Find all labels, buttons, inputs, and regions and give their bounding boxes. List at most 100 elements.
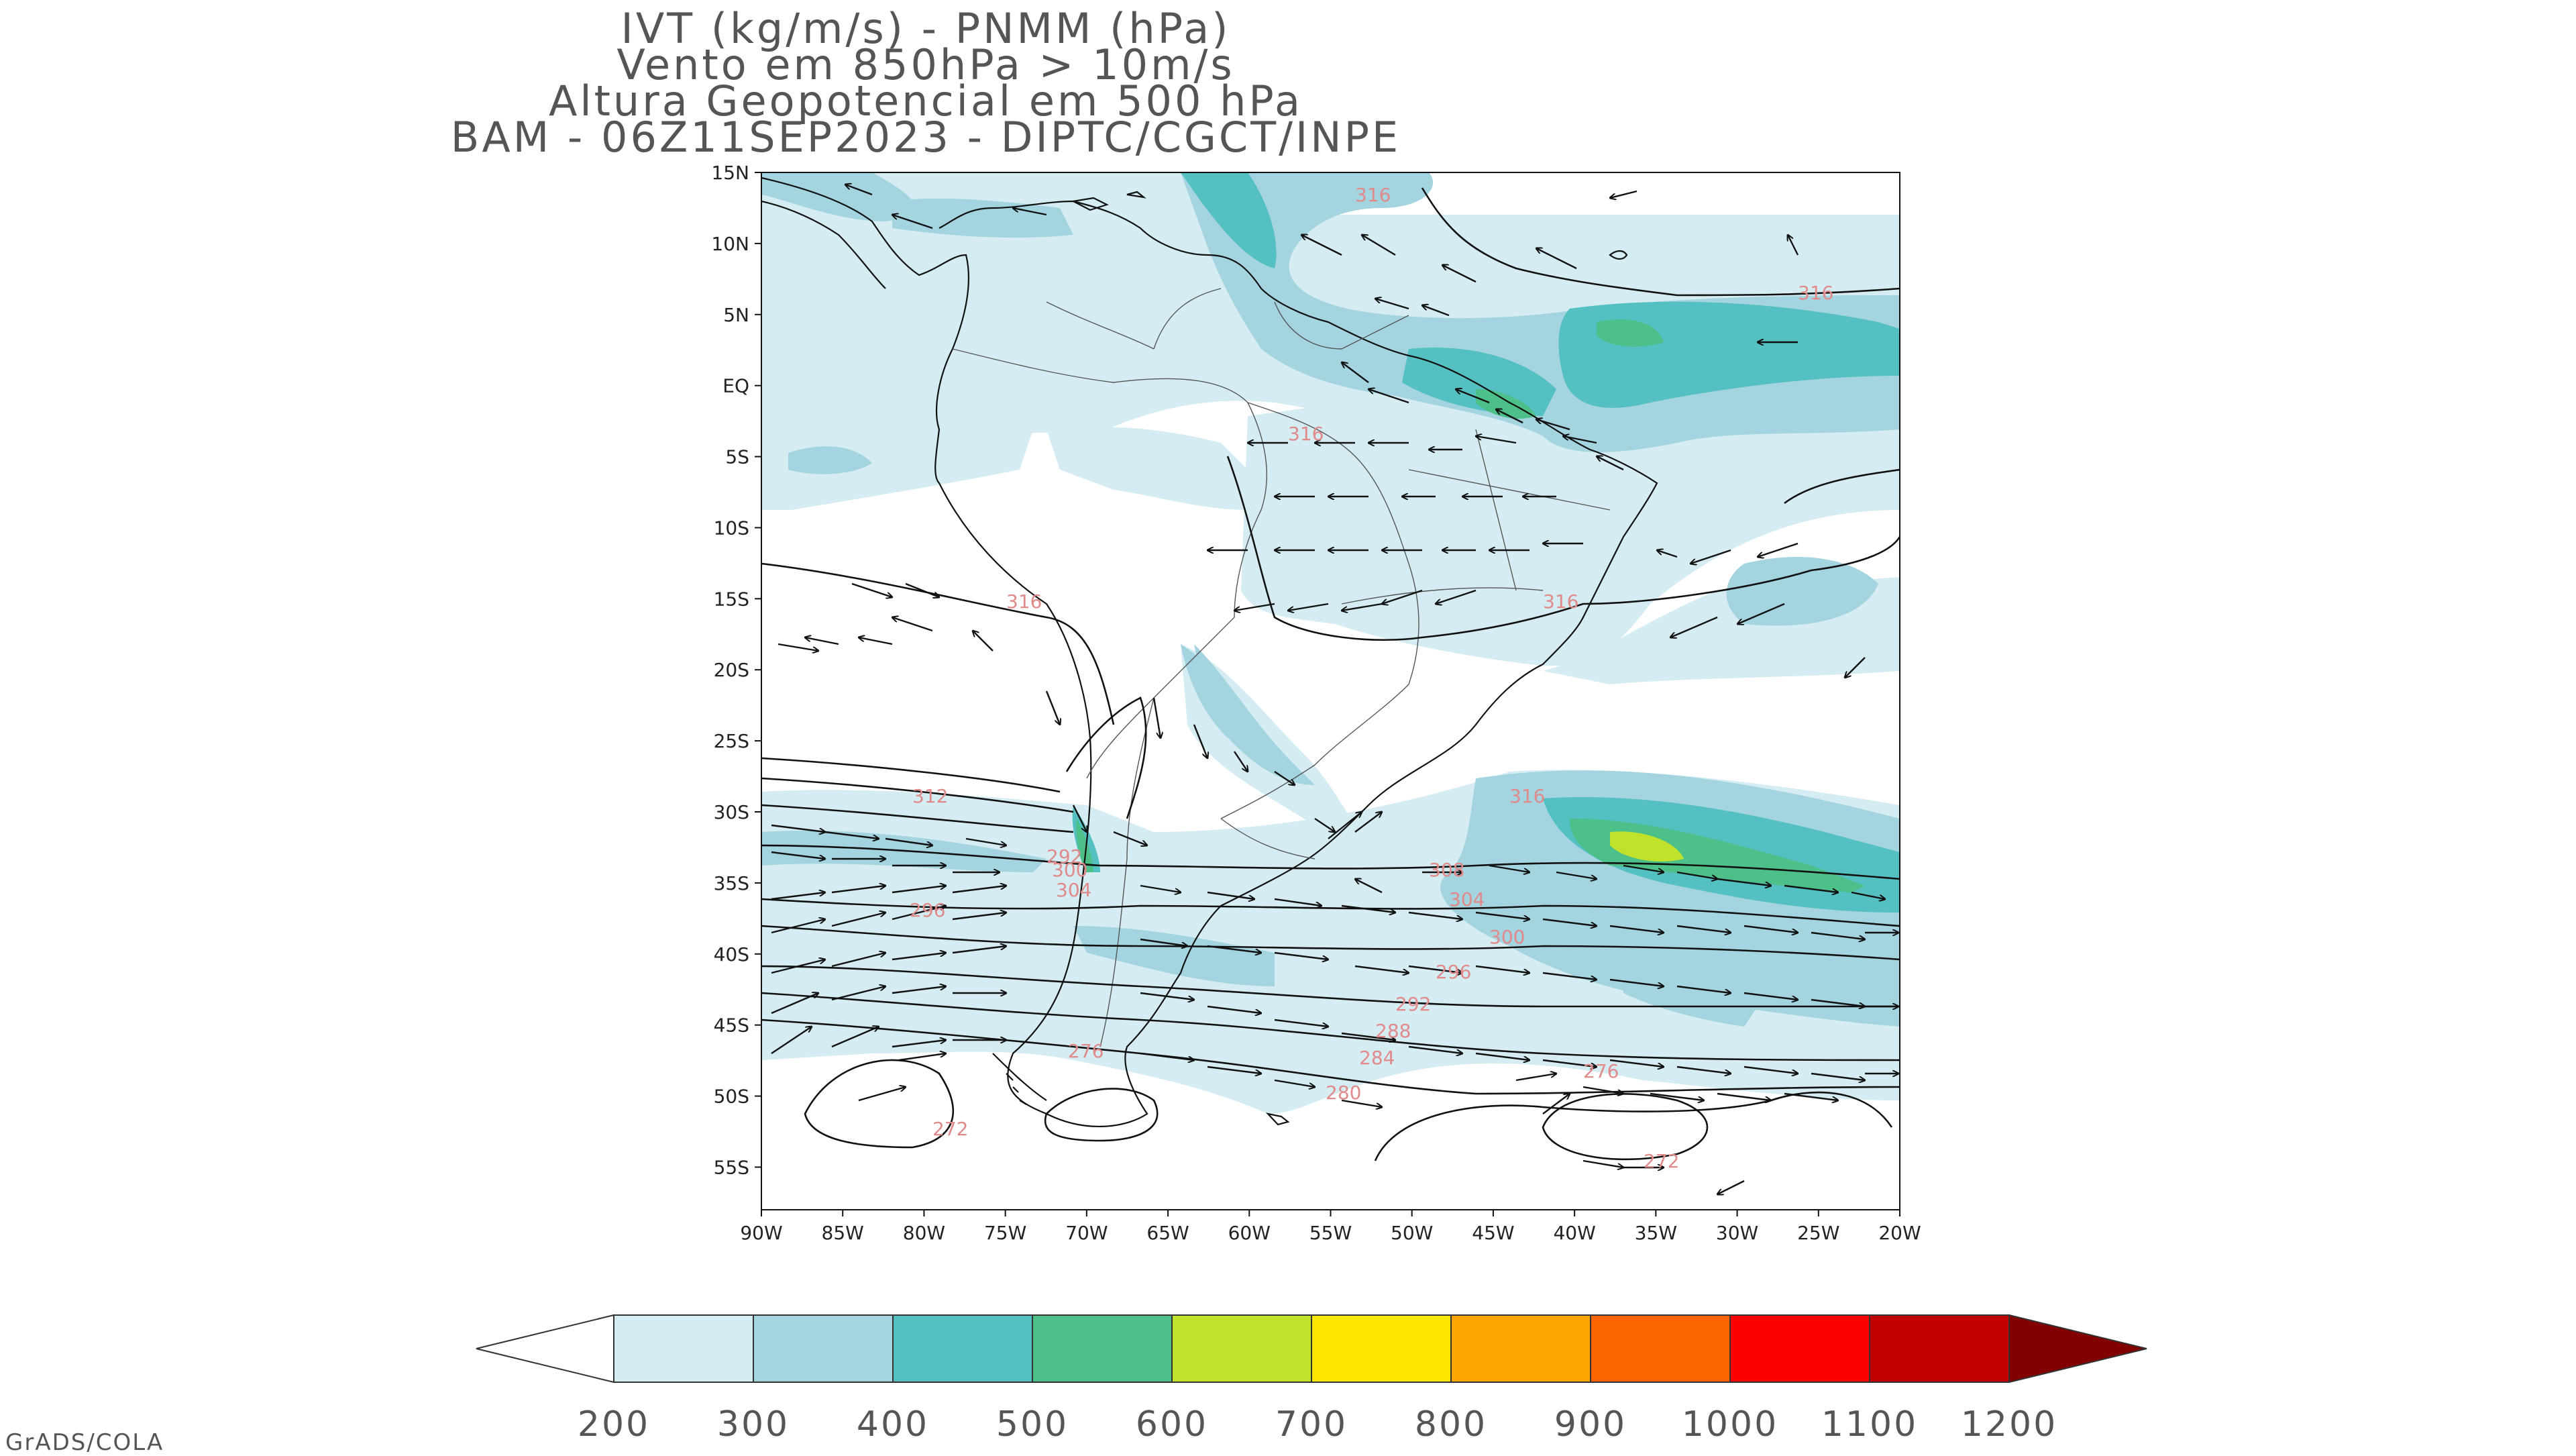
wind-vector-arrow <box>1354 812 1382 833</box>
wind-vector-arrow <box>1676 985 1731 993</box>
wind-vector-arrow <box>1408 1045 1462 1053</box>
colorbar-swatch <box>1171 1314 1312 1383</box>
wind-vector-arrow <box>1314 818 1335 832</box>
contour-label: 300 <box>1489 926 1525 948</box>
wind-vector-arrow <box>1362 235 1396 256</box>
wind-vectors <box>771 185 1898 1194</box>
border-bolivia-paraguay <box>1220 402 1419 819</box>
wind-vector-arrow <box>1140 884 1181 892</box>
wind-vector-arrow <box>1408 911 1462 919</box>
contour-276-east <box>1374 1091 1893 1161</box>
lon-tick-label: 70W <box>1065 1222 1108 1244</box>
central-america <box>761 200 886 289</box>
colorbar-swatch <box>1450 1314 1591 1383</box>
wind-vector-arrow <box>1341 904 1395 913</box>
wind-vector-arrow <box>1743 925 1798 933</box>
wind-vector-arrow <box>1811 1072 1865 1080</box>
wind-vector-arrow <box>1676 1065 1731 1074</box>
wind-vector-arrow <box>1563 436 1597 444</box>
wind-vector-arrow <box>771 993 818 1015</box>
lat-tick-label: 25S <box>714 730 749 752</box>
contour-labels-layer: 316 316 316 316 316 312 316 308 304 300 … <box>910 184 1833 1172</box>
lat-tick-label: 10S <box>714 517 749 539</box>
wind-vector-arrow <box>1536 419 1570 431</box>
wind-vector-arrow <box>905 582 939 597</box>
lon-tick-label: 60W <box>1228 1222 1271 1244</box>
contour-label: 316 <box>1006 590 1042 613</box>
wind-vector-arrow <box>831 1027 879 1048</box>
lon-tick-label: 50W <box>1391 1222 1433 1244</box>
contour-label: 280 <box>1326 1082 1361 1104</box>
wind-vector-arrow <box>831 953 885 968</box>
lon-tick-label: 85W <box>822 1222 864 1244</box>
contour-label: 304 <box>1056 879 1091 901</box>
colorbar-swatch <box>1729 1314 1870 1383</box>
wind-vector-arrow <box>1013 208 1047 216</box>
wind-vector-arrow <box>1676 871 1717 879</box>
wind-vector-arrow <box>771 892 825 900</box>
contour-280 <box>761 1019 1900 1095</box>
contour-288 <box>761 965 1900 1008</box>
colorbar-label: 200 <box>578 1404 650 1445</box>
lon-tick-label: 45W <box>1472 1222 1514 1244</box>
colorbar-label: 1100 <box>1821 1404 1918 1445</box>
wind-vector-arrow <box>1456 389 1490 404</box>
lon-tick-label: 75W <box>984 1222 1026 1244</box>
wind-vector-arrow <box>1758 542 1799 557</box>
lon-tick-label: 20W <box>1878 1222 1921 1244</box>
wind-vector-arrow <box>952 913 1006 921</box>
contour-300-main <box>761 844 1900 880</box>
lon-tick-label: 55W <box>1309 1222 1352 1244</box>
wind-vector-arrow <box>831 886 885 894</box>
wind-vector-arrow <box>1811 931 1865 939</box>
lat-tick-label: 5N <box>723 304 749 326</box>
wind-vector-arrow <box>1737 603 1785 624</box>
wind-vector-arrow <box>1342 362 1369 383</box>
wind-vector-arrow <box>1650 1092 1704 1100</box>
border-colombia-venezuela <box>1046 288 1222 350</box>
wind-vector-arrow <box>1408 965 1462 973</box>
ivt-300-nw <box>761 172 916 221</box>
wind-vector-arrow <box>1851 891 1885 899</box>
ivt-300-east-south <box>1623 973 1758 1027</box>
contour-308-west <box>761 777 1074 813</box>
contour-label: 284 <box>1359 1047 1395 1069</box>
wind-vector-arrow <box>1609 978 1664 986</box>
wind-vector-arrow <box>771 959 825 974</box>
wind-vector-arrow <box>1496 409 1523 424</box>
wind-vector-arrow <box>859 637 893 645</box>
wind-vector-arrow <box>824 831 879 839</box>
contour-316-central <box>1226 456 1900 641</box>
ivt-300-caribbean <box>892 198 1073 238</box>
country-borders <box>952 288 1611 1047</box>
colorbar-label: 600 <box>1136 1404 1208 1445</box>
title-line-3: Altura Geopotencial em 500 hPa <box>548 76 1303 125</box>
wind-vector-arrow <box>1489 864 1529 872</box>
wind-vector-arrow <box>845 185 873 196</box>
wind-vector-arrow <box>892 1040 946 1048</box>
falklands <box>1265 1112 1290 1126</box>
wind-vector-arrow <box>1288 603 1329 611</box>
lat-tick-label: 35S <box>714 872 749 894</box>
wind-vector-arrow <box>1476 436 1517 444</box>
colorbar-label: 400 <box>857 1404 929 1445</box>
wind-vector-arrow <box>1657 550 1678 558</box>
wind-vector-arrow <box>1274 1019 1328 1027</box>
wind-vector-arrow <box>1375 299 1409 310</box>
lon-tick-label: 25W <box>1797 1222 1839 1244</box>
contour-label: 316 <box>1543 590 1578 613</box>
contour-312 <box>761 757 1061 793</box>
colorbar-low-triangle <box>476 1314 614 1384</box>
contour-label: 276 <box>1068 1040 1104 1062</box>
ivt-band-amazon <box>1046 427 1261 510</box>
wind-vector-arrow <box>1475 965 1529 973</box>
wind-vector-arrow <box>1536 248 1577 270</box>
border-guianas <box>1274 301 1409 350</box>
wind-vector-arrow <box>892 953 946 961</box>
wind-vector-arrow <box>1355 879 1383 894</box>
contour-label: 308 <box>1429 859 1464 881</box>
colorbar-label: 1200 <box>1961 1404 2057 1445</box>
wind-vector-arrow <box>1207 891 1254 899</box>
